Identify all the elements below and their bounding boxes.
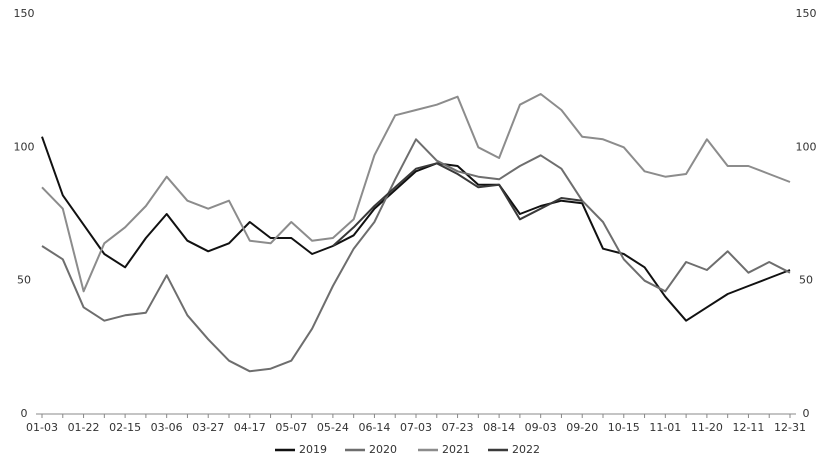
y-tick-label: 150: [14, 7, 35, 20]
y-tick-label: 0: [21, 407, 28, 420]
legend-label: 2019: [299, 443, 327, 456]
series-line: [41, 136, 791, 322]
x-tick-label: 09-20: [566, 421, 598, 434]
series-line: [41, 93, 791, 293]
x-tick-label: 05-07: [275, 421, 307, 434]
legend-label: 2022: [512, 443, 540, 456]
y2-tick-label: 100: [796, 140, 817, 153]
x-tick-label: 04-17: [234, 421, 266, 434]
x-tick-label: 03-06: [151, 421, 183, 434]
x-tick-label: 11-20: [691, 421, 723, 434]
x-tick-label: 12-31: [774, 421, 806, 434]
series-line: [41, 138, 791, 373]
legend-label: 2021: [442, 443, 470, 456]
y-tick-label: 50: [17, 274, 31, 287]
x-tick-label: 01-03: [26, 421, 58, 434]
y-tick-label: 100: [14, 140, 35, 153]
x-tick-label: 01-22: [68, 421, 100, 434]
series-line: [332, 162, 583, 247]
y2-tick-label: 150: [796, 7, 817, 20]
x-tick-label: 03-27: [192, 421, 224, 434]
x-tick-label: 07-03: [400, 421, 432, 434]
y2-tick-label: 0: [803, 407, 810, 420]
y2-tick-label: 50: [799, 274, 813, 287]
x-tick-label: 06-14: [358, 421, 390, 434]
x-tick-label: 07-23: [442, 421, 474, 434]
x-tick-label: 11-01: [649, 421, 681, 434]
x-tick-label: 09-03: [525, 421, 557, 434]
legend-label: 2020: [369, 443, 397, 456]
x-tick-label: 08-14: [483, 421, 515, 434]
x-tick-label: 02-15: [109, 421, 141, 434]
x-tick-label: 10-15: [608, 421, 640, 434]
x-tick-label: 12-11: [732, 421, 764, 434]
x-tick-label: 05-24: [317, 421, 349, 434]
